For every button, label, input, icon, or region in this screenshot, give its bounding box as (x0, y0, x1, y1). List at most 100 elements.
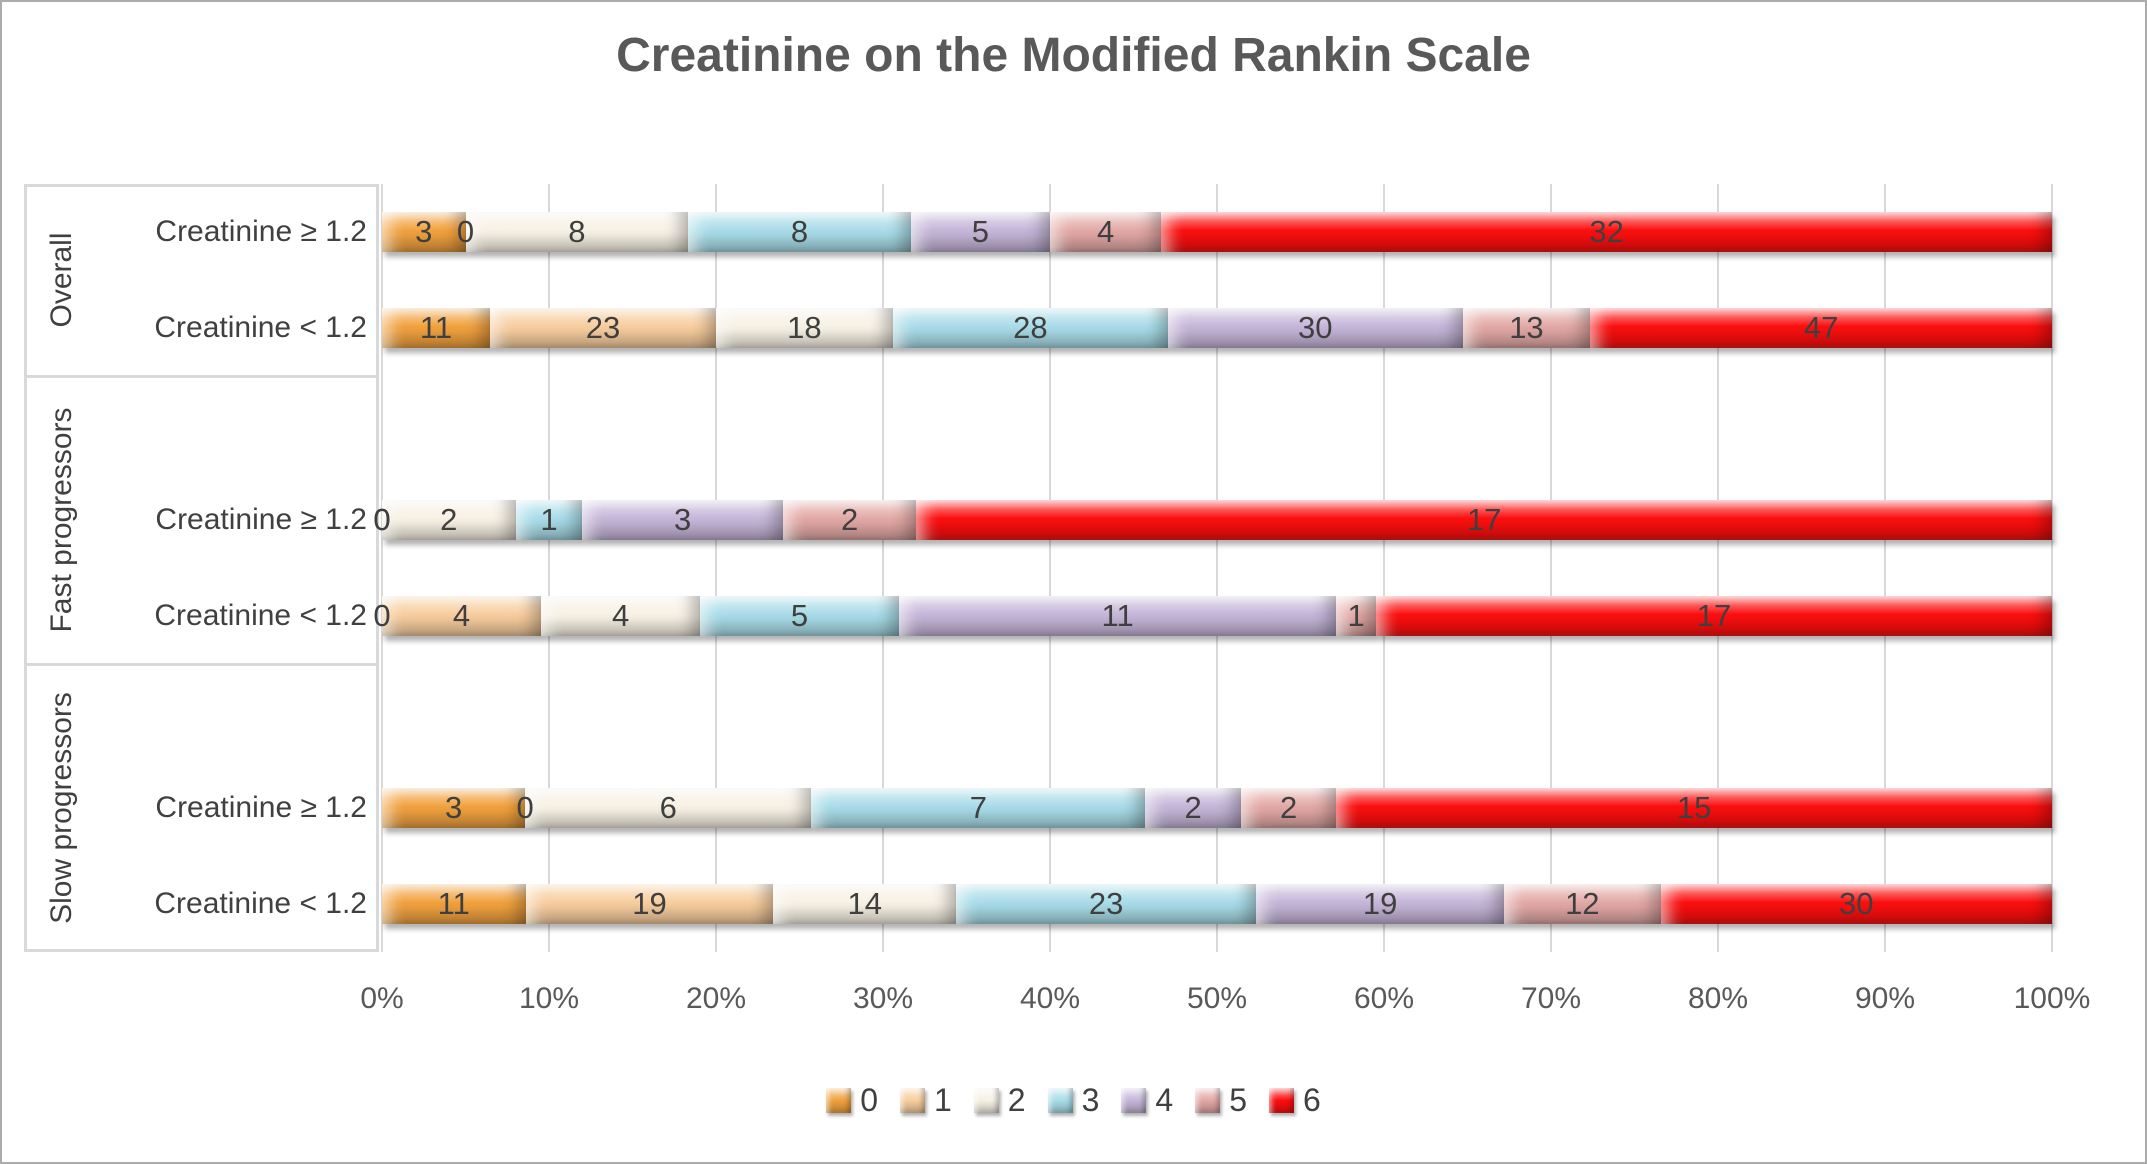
bar-segment-mrs-5 (1504, 884, 1661, 924)
group-label: Slow progressors (45, 692, 78, 924)
bar-segment-label: 4 (452, 598, 471, 633)
gridline (1216, 184, 1218, 952)
bar-segment-mrs-2 (465, 212, 689, 252)
x-axis-tick-label: 60% (1353, 982, 1415, 1015)
bar-segment-label: 0 (516, 790, 534, 825)
bar-segment-label: 6 (659, 790, 677, 825)
legend: 0 1 2 3 4 5 6 (2, 1082, 2145, 1119)
x-axis-tick-label: 100% (2013, 982, 2091, 1015)
x-axis-tick-label: 10% (518, 982, 580, 1015)
bar-segment-mrs-3 (700, 596, 899, 636)
legend-item: 0 (826, 1082, 878, 1119)
gridline (548, 184, 550, 952)
legend-item: 6 (1268, 1082, 1321, 1119)
bar-segment-label: 19 (1362, 886, 1398, 921)
bar-segment-label: 3 (415, 214, 433, 249)
bar-segment-label: 17 (1696, 598, 1732, 633)
legend-item: 1 (900, 1082, 952, 1119)
row-label: Creatinine < 1.2 (154, 599, 367, 632)
bar-segment-mrs-0 (382, 212, 466, 252)
bar-segment-mrs-2 (525, 788, 812, 828)
bar-segment-label: 0 (456, 214, 475, 249)
legend-label: 6 (1302, 1082, 1321, 1118)
bar-segment-label: 8 (568, 214, 586, 249)
bar-segment-label: 15 (1676, 790, 1712, 825)
bar-segment-mrs-6 (1590, 308, 2052, 348)
bar-segment-mrs-4 (910, 212, 1050, 252)
x-axis-tick-label: 70% (1520, 982, 1582, 1015)
legend-item: 2 (973, 1082, 1026, 1119)
legend-item: 4 (1121, 1082, 1173, 1119)
bar-segment-label: 0 (373, 502, 391, 537)
bar-segment-label: 2 (1279, 790, 1298, 825)
bar-segment-label: 3 (444, 790, 463, 825)
gridline (1383, 184, 1385, 952)
bar-segment-label: 23 (1088, 886, 1124, 921)
bar-segment-label: 7 (969, 790, 988, 825)
bar-segment-mrs-0 (382, 788, 526, 828)
bar-segment-label: 47 (1803, 310, 1839, 345)
bar-segment-label: 5 (971, 214, 990, 249)
bar-segment-label: 28 (1013, 310, 1048, 345)
bar-segment-mrs-5 (782, 500, 917, 540)
bar-segment-mrs-3 (811, 788, 1146, 828)
legend-swatch-1 (900, 1088, 925, 1113)
bar-segment-label: 5 (790, 598, 809, 633)
bar-segment-mrs-2 (773, 884, 957, 924)
bar-segment-mrs-0 (382, 884, 526, 924)
bar-segment-mrs-5 (1336, 596, 1377, 636)
gridline (882, 184, 884, 952)
legend-swatch-3 (1047, 1088, 1073, 1113)
legend-label: 1 (934, 1082, 952, 1118)
row-label: Creatinine ≥ 1.2 (155, 215, 367, 248)
bar-segment-mrs-3 (688, 212, 911, 252)
bar-segment-mrs-4 (1145, 788, 1241, 828)
bar-segment-label: 32 (1589, 214, 1624, 249)
bar-segment-label: 19 (632, 886, 667, 921)
bar-segment-label: 12 (1565, 886, 1600, 921)
legend-swatch-6 (1268, 1088, 1294, 1113)
bar-segment-mrs-5 (1240, 788, 1337, 828)
bar-segment-mrs-3 (515, 500, 583, 540)
bar-segment-label: 1 (1347, 598, 1365, 633)
row-label: Creatinine < 1.2 (154, 887, 367, 920)
row-label: Creatinine ≥ 1.2 (155, 503, 367, 536)
legend-label: 2 (1007, 1082, 1026, 1118)
bar-segment-label: 2 (440, 502, 458, 537)
x-axis-tick-label: 30% (852, 982, 914, 1015)
bar-segment-mrs-3 (892, 308, 1168, 348)
x-axis-tick-label: 20% (685, 982, 747, 1015)
gridline (1550, 184, 1552, 952)
bar-segment-mrs-2 (382, 500, 516, 540)
bar-segment-label: 13 (1509, 310, 1544, 345)
bar-segment-label: 11 (1101, 598, 1134, 633)
bar-segment-label: 17 (1466, 502, 1502, 537)
bar-segment-label: 8 (790, 214, 809, 249)
bar-segment-label: 14 (847, 886, 882, 921)
bar-segment-mrs-4 (898, 596, 1337, 636)
bar-segment-mrs-4 (582, 500, 783, 540)
legend-item: 3 (1047, 1082, 1099, 1119)
bar-segment-mrs-5 (1462, 308, 1591, 348)
bar-segment-label: 30 (1839, 886, 1874, 921)
legend-swatch-5 (1195, 1088, 1221, 1113)
x-axis-tick-label: 50% (1186, 982, 1248, 1015)
bar-segment-label: 2 (1184, 790, 1202, 825)
bar-segment-mrs-4 (1167, 308, 1463, 348)
bar-segment-label: 2 (840, 502, 859, 537)
bar-segment-label: 23 (585, 310, 621, 345)
bar-segment-mrs-4 (1256, 884, 1505, 924)
row-label: Creatinine < 1.2 (154, 311, 367, 344)
chart-title: Creatinine on the Modified Rankin Scale (616, 29, 1531, 82)
gridline (381, 184, 383, 952)
legend-label: 0 (860, 1082, 878, 1118)
bar-segment-mrs-6 (1336, 788, 2052, 828)
x-axis-tick-label: 80% (1687, 982, 1749, 1015)
bar-segment-mrs-1 (382, 596, 542, 636)
gridline (1884, 184, 1886, 952)
x-axis-tick-label: 90% (1854, 982, 1916, 1015)
category-axis-frame (24, 184, 379, 952)
category-group-divider (24, 663, 379, 666)
legend-label: 4 (1155, 1082, 1174, 1118)
